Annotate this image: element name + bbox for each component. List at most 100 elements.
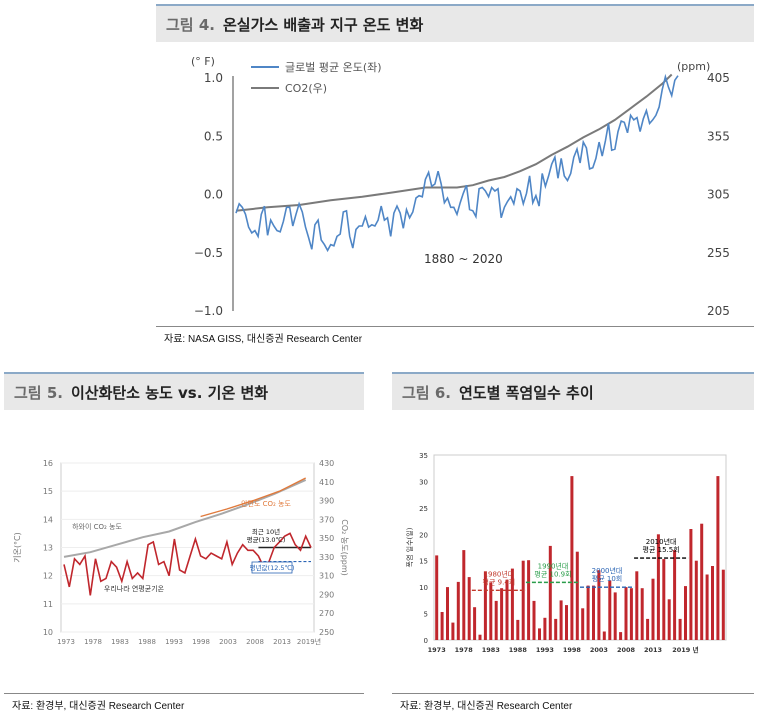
fig6-bar (538, 628, 541, 640)
fig6-decade-label-line2: 평균 9.4회 (483, 577, 516, 586)
fig6-bar (435, 555, 439, 640)
fig5-header: 그림 5. 이산화탄소 농도 vs. 기온 변화 (4, 372, 364, 410)
fig6-bar (510, 568, 514, 640)
fig4-ytick-left: 0.0 (204, 188, 223, 202)
fig4-ytick-right: 205 (707, 304, 730, 318)
fig6-plot-frame (433, 454, 727, 641)
fig6-xtick: 1978 (455, 646, 474, 654)
fig6-bar (527, 560, 531, 640)
fig6-bar (711, 566, 714, 640)
fig6-bar (705, 574, 709, 640)
fig6-bar (467, 577, 471, 640)
fig6-bar (678, 618, 682, 640)
fig6-ylabel: 폭염 일수(일) (405, 527, 414, 567)
fig5-xtick: 2013 (273, 638, 291, 646)
fig6-decade-label-line1: 2010년대 (646, 537, 677, 546)
fig6-bar (554, 618, 558, 640)
fig5-series-hawaii (63, 478, 307, 558)
fig5-rule (4, 693, 364, 694)
fig6-ytick: 5 (424, 611, 428, 619)
fig6-bar (456, 581, 460, 640)
fig6-decade-label-line1: 2000년대 (592, 566, 623, 575)
fig5-y2tick: 430 (319, 459, 334, 468)
fig4-ytick-right: 255 (707, 246, 730, 260)
fig6-bar (684, 586, 687, 640)
fig5-xtick: 2003 (219, 638, 237, 646)
fig6-bar (700, 523, 704, 640)
fig6-bar (543, 617, 547, 640)
fig4-rule (156, 326, 754, 327)
fig4-ytick-left: −0.5 (194, 246, 223, 260)
fig4-header: 그림 4. 온실가스 배출과 지구 온도 변화 (156, 4, 754, 42)
fig6-ytick: 20 (419, 531, 428, 539)
fig5-xtick: 1973 (57, 638, 75, 646)
fig6-bar (694, 560, 698, 640)
fig5-recent-label-line2: 평균(13.0℃) (247, 535, 286, 544)
fig5-label-hawaii: 하와이 CO₂ 농도 (72, 522, 122, 531)
fig5-title: 이산화탄소 농도 vs. 기온 변화 (70, 383, 269, 402)
fig6-xtick: 1983 (482, 646, 500, 654)
fig6-bar (451, 622, 455, 640)
fig5-label-temp: 우리나라 연평균기온 (104, 584, 165, 593)
fig4-title: 온실가스 배출과 지구 온도 변화 (222, 15, 424, 34)
fig6-bar (483, 571, 487, 640)
fig6-bar (656, 534, 660, 640)
fig4-ytick-right: 405 (707, 71, 730, 85)
fig4-legend-temp: 글로벌 평균 온도(좌) (285, 61, 382, 74)
fig5-y2tick: 390 (319, 497, 334, 506)
fig5-recent-label-line1: 최근 10년 (252, 527, 280, 536)
fig5-y2tick: 270 (319, 609, 334, 618)
fig4-number: 그림 4. (166, 15, 215, 34)
fig6-decade-label-line1: 1990년대 (538, 561, 569, 570)
fig5-ytick: 11 (43, 600, 53, 609)
fig6-bar (667, 599, 671, 640)
fig5-series-anmyeon (200, 477, 307, 518)
fig6-bar (581, 608, 585, 640)
fig4-annotation: 1880 ~ 2020 (424, 252, 503, 266)
fig6-ytick: 10 (419, 584, 428, 592)
fig5-xtick: 1993 (165, 638, 183, 646)
fig6-xtick: 2013 (644, 646, 662, 654)
fig6-bar (440, 612, 444, 640)
fig5-label-anmyeon: 안면도 CO₂ 농도 (241, 499, 291, 508)
fig5-series-temp (63, 532, 312, 596)
fig5-xtick: 1983 (111, 638, 129, 646)
fig6-bar (597, 570, 601, 640)
fig6-bar (516, 619, 520, 640)
fig6-bar (640, 588, 644, 640)
fig6-bar (532, 600, 536, 640)
fig6-bar (662, 559, 666, 640)
fig6-decade-label-line2: 평균 15.5회 (643, 545, 680, 554)
fig5-ytick: 15 (43, 487, 53, 496)
fig4-ytick-left: −1.0 (194, 304, 223, 318)
fig4-right-unit: (ppm) (677, 60, 710, 73)
fig6-bar (586, 585, 590, 640)
fig6-xtick: 2003 (590, 646, 608, 654)
fig6-bar (494, 600, 498, 640)
fig4-left-unit: (° F) (191, 55, 215, 68)
fig6-bar (473, 607, 477, 640)
fig6-bar (500, 588, 504, 640)
fig6-bar (651, 578, 655, 640)
fig6-bar (716, 476, 720, 640)
fig6-xtick: 1998 (563, 646, 582, 654)
fig5-ytick: 16 (43, 459, 53, 468)
fig6-source: 자료: 환경부, 대신증권 Research Center (400, 701, 573, 712)
fig5-y2tick: 370 (319, 515, 334, 524)
fig6-bar (570, 476, 574, 640)
fig5-ytick: 13 (43, 544, 53, 553)
fig6-bar (575, 551, 579, 640)
fig6-bar (521, 560, 525, 640)
fig5-normal-label: 평년값(12.5℃) (250, 563, 295, 572)
fig4-ytick-left: 1.0 (204, 71, 223, 85)
fig6-header: 그림 6. 연도별 폭염일수 추이 (392, 372, 754, 410)
fig4-ytick-right: 355 (707, 129, 730, 143)
fig5-y2tick: 250 (319, 628, 334, 637)
fig6-bar (624, 587, 628, 640)
fig5-ytick: 10 (43, 628, 53, 637)
fig6-xtick: 1973 (428, 646, 446, 654)
fig6-ytick: 15 (419, 558, 428, 566)
fig6-xtick: 2019 년 (672, 645, 698, 654)
fig5-ytick: 14 (43, 515, 53, 524)
fig6-bar (602, 631, 606, 640)
